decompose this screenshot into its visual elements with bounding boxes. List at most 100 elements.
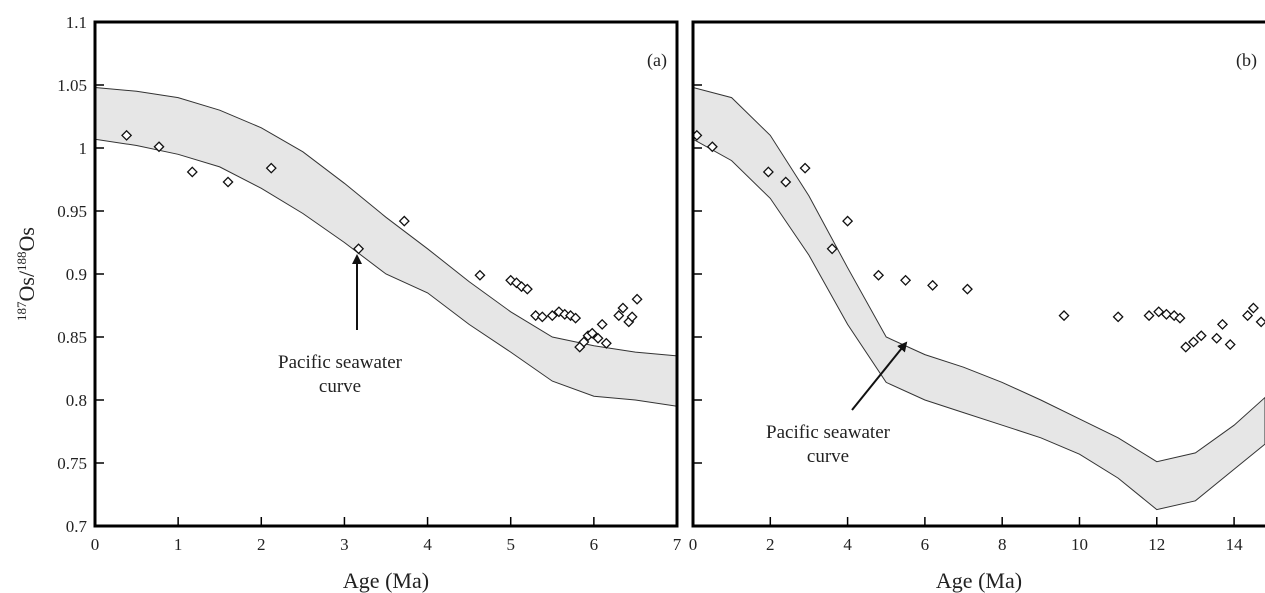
y-tick-label: 0.9	[66, 265, 87, 284]
data-point	[1211, 332, 1223, 344]
data-point	[961, 283, 973, 295]
data-point	[1247, 302, 1259, 314]
data-point	[353, 243, 365, 255]
data-point	[1153, 306, 1165, 318]
x-tick-label: 4	[843, 535, 852, 554]
y-tick-label: 0.75	[57, 454, 87, 473]
data-point	[613, 310, 625, 322]
data-point	[780, 176, 792, 188]
panel-b-tag: (b)	[1236, 50, 1257, 71]
panel-a-annotation-line2: curve	[319, 376, 361, 397]
data-point	[1160, 308, 1172, 320]
panel-a-points	[121, 129, 643, 353]
data-point	[762, 166, 774, 178]
data-point	[222, 176, 234, 188]
panel-a-band-layer	[95, 86, 677, 407]
panel-b-y-ticks	[693, 84, 702, 464]
data-point	[1058, 310, 1070, 322]
y-tick-label: 1.05	[57, 76, 87, 95]
y-tick-label: 0.7	[66, 517, 88, 536]
data-point	[153, 141, 165, 153]
panel-b-band-layer	[693, 86, 1265, 511]
x-tick-label: 0	[91, 535, 100, 554]
y-tick-label: 0.85	[57, 328, 87, 347]
panel-b-annotation-line1: Pacific seawater	[766, 422, 891, 443]
data-point	[1242, 310, 1254, 322]
x-tick-label: 12	[1148, 535, 1165, 554]
data-point	[1168, 310, 1180, 322]
y-axis-title: 187Os/188Os	[14, 227, 39, 321]
data-point	[596, 318, 608, 330]
data-point	[1216, 318, 1229, 330]
data-point	[1195, 330, 1207, 342]
data-point	[121, 129, 133, 141]
panel-b-annotation-line2: curve	[807, 446, 849, 467]
data-point	[617, 302, 629, 314]
data-point	[1180, 341, 1192, 353]
x-tick-label: 6	[590, 535, 599, 554]
data-point	[631, 293, 643, 305]
data-point	[872, 269, 885, 281]
panel-a-y-ticks: 0.7 0.75 0.8 0.85 0.9 0.95 1 1.05 1.1	[57, 13, 104, 536]
x-tick-label: 2	[257, 535, 266, 554]
x-tick-label: 1	[174, 535, 183, 554]
x-tick-label: 3	[340, 535, 349, 554]
seawater-band-a	[95, 86, 677, 407]
data-point	[521, 283, 533, 295]
data-point	[842, 215, 854, 227]
seawater-band-b	[693, 86, 1265, 511]
x-tick-label: 7	[673, 535, 682, 554]
x-tick-label: 4	[423, 535, 432, 554]
y-tick-label: 0.8	[66, 391, 87, 410]
data-point	[600, 337, 612, 349]
y-axis-title-sup2: 188	[14, 251, 29, 271]
panel-a-tag: (a)	[647, 50, 667, 71]
x-tick-label: 2	[766, 535, 775, 554]
data-point	[186, 166, 198, 178]
data-point	[900, 274, 912, 286]
data-point	[1174, 312, 1186, 324]
data-point	[578, 336, 590, 348]
data-point	[592, 332, 604, 344]
y-tick-label: 1.1	[66, 13, 87, 32]
data-point	[706, 141, 718, 153]
data-point	[1112, 311, 1124, 323]
data-point	[546, 310, 558, 322]
data-point	[626, 311, 638, 323]
data-point	[570, 312, 582, 324]
data-point	[1255, 316, 1265, 328]
data-point	[1224, 339, 1236, 351]
panel-a: 0.7 0.75 0.8 0.85 0.9 0.95 1 1.05 1.1 0 1 2 3 4 5 6 7 (…	[57, 13, 682, 593]
data-point	[474, 269, 486, 281]
x-tick-label: 6	[921, 535, 930, 554]
data-point	[398, 215, 410, 227]
data-point	[927, 279, 939, 291]
y-axis-title-main1: Os/	[14, 270, 39, 301]
x-tick-label: 5	[506, 535, 515, 554]
x-tick-label: 8	[998, 535, 1007, 554]
x-tick-label: 10	[1071, 535, 1088, 554]
panel-b-x-ticks: 0 2 4 6 8 10 12 14	[689, 517, 1243, 554]
y-axis-title-main2: Os	[14, 227, 39, 251]
panel-b-frame	[691, 20, 1265, 528]
data-point	[536, 311, 548, 323]
x-tick-label: 0	[689, 535, 698, 554]
data-point	[516, 281, 528, 293]
y-tick-label: 0.95	[57, 202, 87, 221]
panel-a-x-ticks: 0 1 2 3 4 5 6 7	[91, 517, 682, 554]
data-point	[799, 162, 811, 174]
panel-b-annotation-arrow	[851, 341, 908, 411]
data-point	[1143, 310, 1155, 322]
panel-a-x-axis-title: Age (Ma)	[343, 568, 429, 593]
data-point	[1187, 336, 1200, 348]
y-axis-title-sup1: 187	[14, 301, 29, 321]
panel-b: 0 2 4 6 8 10 12 14 (b) Age (Ma) Pacific seawate…	[689, 20, 1265, 593]
data-point	[586, 327, 598, 339]
panel-a-annotation-line1: Pacific seawater	[278, 352, 403, 373]
data-point	[826, 243, 838, 255]
y-tick-label: 1	[79, 139, 88, 158]
panel-b-points	[693, 129, 1265, 353]
data-point	[265, 162, 277, 174]
x-tick-label: 14	[1226, 535, 1244, 554]
